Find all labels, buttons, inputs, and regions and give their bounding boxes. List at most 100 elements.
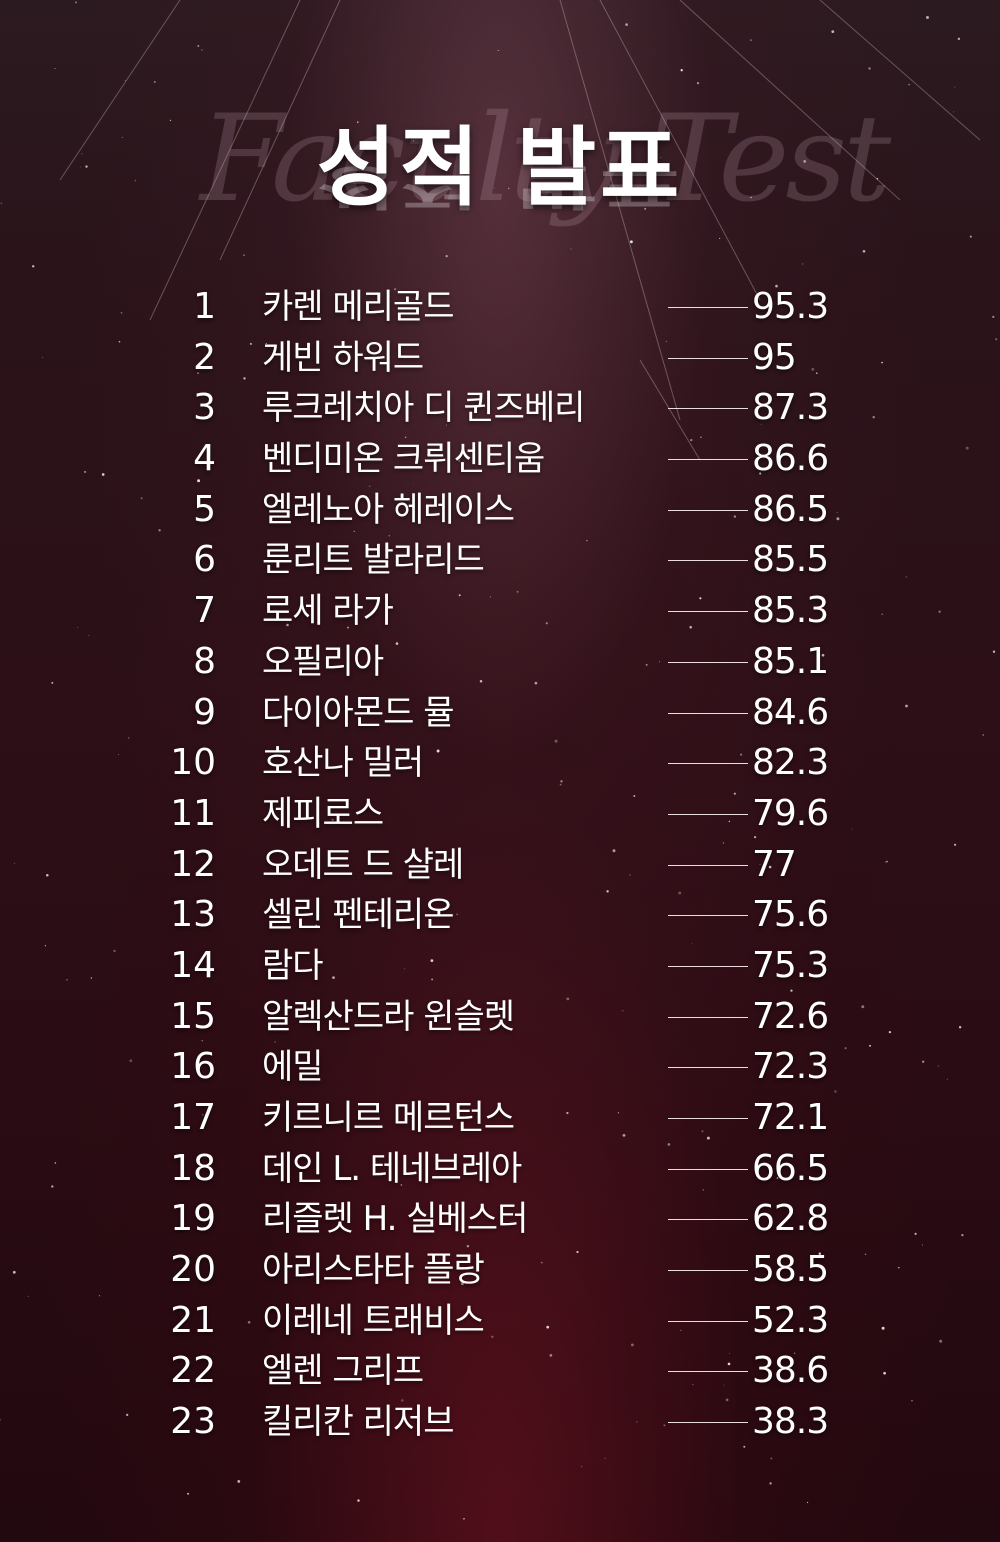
- ranking-row: 16 에밀 72.3: [0, 1042, 1000, 1093]
- score-value: 38.6: [752, 1350, 829, 1392]
- score-value: 72.1: [752, 1097, 829, 1138]
- rank-number: 3: [193, 387, 216, 429]
- student-name: 리즐렛 H. 실베스터: [262, 1199, 528, 1240]
- ranking-row: 8 오필리아 85.1: [0, 637, 1000, 688]
- ranking-row: 4 벤디미온 크뤼센티움 86.6: [0, 434, 1000, 485]
- score-value: 72.6: [752, 995, 829, 1037]
- score-value: 95: [752, 336, 797, 378]
- rank-number: 5: [193, 488, 216, 530]
- score-value: 85.1: [752, 640, 829, 682]
- score-value: 85.5: [752, 539, 829, 581]
- score-value: 66.5: [752, 1147, 829, 1189]
- rank-number: 22: [170, 1350, 216, 1392]
- student-name: 카렌 메리골드: [262, 287, 454, 327]
- dash-separator: [668, 459, 748, 461]
- student-name: 이레네 트래비스: [262, 1300, 485, 1341]
- ranking-row: 18 데인 L. 테네브레아 66.5: [0, 1144, 1000, 1195]
- rank-number: 8: [193, 640, 216, 682]
- rank-number: 16: [170, 1046, 216, 1088]
- dash-separator: [668, 1016, 748, 1018]
- score-value: 77: [752, 843, 797, 885]
- rank-number: 15: [170, 995, 216, 1037]
- dash-separator: [668, 1067, 748, 1069]
- dash-separator: [668, 408, 748, 410]
- dash-separator: [668, 965, 748, 967]
- score-value: 95.3: [752, 286, 829, 327]
- student-name: 게빈 하워드: [262, 337, 424, 378]
- dash-separator: [668, 509, 748, 511]
- student-name: 엘렌 그리프: [262, 1351, 424, 1392]
- ranking-row: 2 게빈 하워드 95: [0, 333, 1000, 384]
- student-name: 벤디미온 크뤼센티움: [262, 439, 545, 480]
- rank-number: 7: [193, 590, 216, 632]
- ranking-row: 23 킬리칸 리저브 38.3: [0, 1397, 1000, 1448]
- score-value: 87.3: [752, 387, 829, 429]
- student-name: 에밀: [262, 1047, 324, 1088]
- dash-separator: [668, 1219, 748, 1221]
- dash-separator: [668, 915, 748, 917]
- student-name: 람다: [262, 945, 324, 986]
- student-name: 로세 라가: [262, 591, 394, 632]
- decorative-script-text: Faculty Test: [200, 90, 891, 229]
- ranking-row: 17 키르니르 메르턴스 72.1: [0, 1093, 1000, 1144]
- student-name: 킬리칸 리저브: [262, 1402, 454, 1443]
- score-value: 85.3: [752, 590, 829, 632]
- ranking-row: 5 엘레노아 헤레이스 86.5: [0, 485, 1000, 536]
- rank-number: 17: [170, 1097, 216, 1138]
- ranking-row: 13 셀린 펜테리온 75.6: [0, 890, 1000, 941]
- student-name: 키르니르 메르턴스: [262, 1098, 515, 1138]
- dash-separator: [668, 357, 748, 359]
- dash-separator: [668, 611, 748, 613]
- student-name: 알렉산드라 윈슬렛: [262, 996, 515, 1037]
- rank-number: 9: [193, 691, 216, 733]
- score-value: 38.3: [752, 1401, 829, 1443]
- rank-number: 19: [170, 1198, 216, 1240]
- ranking-row: 14 람다 75.3: [0, 941, 1000, 992]
- rank-number: 4: [193, 438, 216, 480]
- dash-separator: [668, 864, 748, 866]
- ranking-list: 1 카렌 메리골드 95.3 2 게빈 하워드 95 3 루크레치아 디 퀸즈베리 87.3 4 벤…: [0, 282, 1000, 1448]
- student-name: 제피로스: [262, 793, 384, 834]
- student-name: 룬리트 발라리드: [262, 540, 485, 581]
- ranking-row: 3 루크레치아 디 퀸즈베리 87.3: [0, 383, 1000, 434]
- student-name: 호산나 밀러: [262, 743, 424, 784]
- score-value: 79.6: [752, 792, 829, 834]
- rank-number: 13: [170, 894, 216, 936]
- rank-number: 21: [170, 1299, 216, 1341]
- score-value: 52.3: [752, 1299, 829, 1341]
- dash-separator: [668, 763, 748, 765]
- ranking-row: 21 이레네 트래비스 52.3: [0, 1296, 1000, 1347]
- dash-separator: [668, 1422, 748, 1424]
- score-value: 86.6: [752, 438, 829, 480]
- rank-number: 20: [170, 1249, 216, 1291]
- ranking-row: 22 엘렌 그리프 38.6: [0, 1346, 1000, 1397]
- ranking-row: 15 알렉산드라 윈슬렛 72.6: [0, 992, 1000, 1043]
- dash-separator: [668, 1118, 748, 1119]
- dash-separator: [668, 1320, 748, 1322]
- ranking-row: 6 룬리트 발라리드 85.5: [0, 535, 1000, 586]
- student-name: 아리스타타 플랑: [262, 1250, 485, 1291]
- dash-separator: [668, 560, 748, 562]
- light-streaks: [59, 0, 981, 461]
- score-value: 72.3: [752, 1046, 829, 1088]
- score-value: 84.6: [752, 691, 829, 733]
- student-name: 오데트 드 샬레: [262, 844, 464, 885]
- ranking-row: 9 다이아몬드 뮬 84.6: [0, 688, 1000, 739]
- score-value: 62.8: [752, 1198, 829, 1240]
- ranking-row: 10 호산나 밀러 82.3: [0, 738, 1000, 789]
- rank-number: 1: [193, 286, 216, 327]
- rank-number: 10: [170, 742, 216, 784]
- student-name: 다이아몬드 뮬: [262, 692, 454, 733]
- rank-number: 18: [170, 1147, 216, 1189]
- page-title: 성적 발표: [316, 118, 684, 218]
- rank-number: 6: [193, 539, 216, 581]
- dash-separator: [668, 661, 748, 663]
- rank-number: 23: [170, 1401, 216, 1443]
- student-name: 데인 L. 테네브레아: [262, 1148, 522, 1189]
- ranking-row: 12 오데트 드 샬레 77: [0, 840, 1000, 891]
- score-value: 75.6: [752, 894, 829, 936]
- student-name: 엘레노아 헤레이스: [262, 489, 515, 530]
- score-value: 86.5: [752, 488, 829, 530]
- score-value: 58.5: [752, 1249, 829, 1291]
